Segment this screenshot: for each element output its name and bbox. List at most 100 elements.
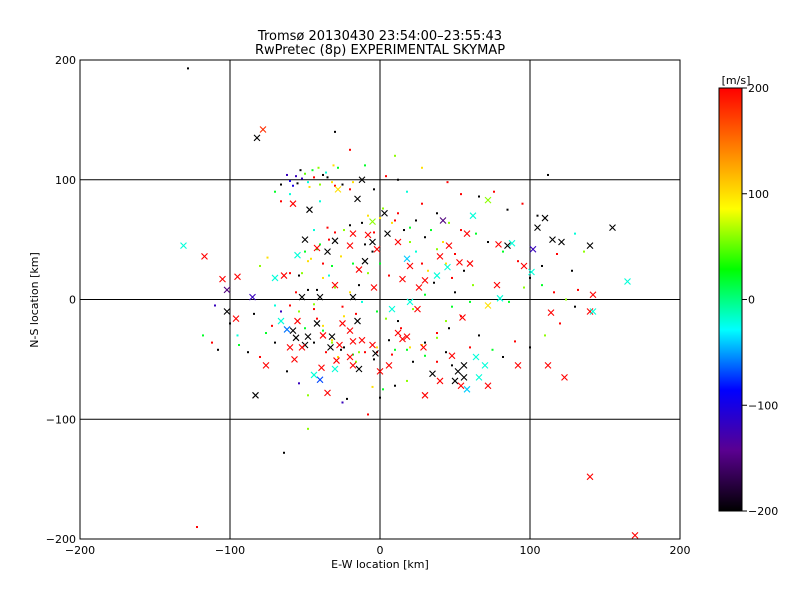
data-point-cross [271,274,279,282]
data-point-dot [421,344,423,347]
data-point-cross [313,244,321,252]
data-point-dot [328,274,330,277]
data-point-dot [541,264,543,267]
data-point-cross [448,352,456,360]
data-point-dot [337,166,339,169]
data-point-cross [547,309,555,317]
y-tick-label: −200 [46,533,76,546]
grid-lines [80,60,680,539]
data-point-dot [460,229,462,232]
data-point-dot [292,184,294,187]
data-point-dot [229,322,231,325]
data-point-dot [394,154,396,157]
data-point-dot [406,348,408,351]
data-point-dot [421,262,423,265]
data-point-cross [454,367,462,375]
data-point-dot [301,272,303,275]
data-point-cross [349,293,357,301]
data-point-cross [294,317,301,325]
data-point-dot [259,264,261,267]
data-point-cross [349,230,357,238]
data-point-cross [549,236,556,244]
data-point-cross [292,334,300,342]
data-point-cross [436,377,444,385]
data-point-dot [355,360,357,363]
data-point-dot [451,276,453,279]
data-point-cross [223,308,231,315]
data-point-cross [298,293,306,301]
data-point-dot [196,526,198,529]
data-point-dot [421,166,423,169]
data-point-dot [298,310,300,313]
data-point-cross [306,206,313,214]
data-point-dot [382,207,384,210]
data-point-dot [385,175,387,178]
data-point-dot [304,172,306,175]
data-point-dot [508,300,510,303]
data-point-dot [394,384,396,387]
data-point-cross [472,353,480,361]
data-point-dot [448,221,450,224]
data-point-dot [376,346,378,349]
data-point-cross [324,248,331,255]
data-point-dot [382,388,384,391]
data-point-dot [424,293,426,296]
data-point-cross [433,272,441,279]
data-point-dot [307,427,309,430]
data-point-dot [406,190,408,193]
data-point-cross [495,241,502,248]
data-point-dot [364,243,366,246]
data-point-dot [529,346,531,349]
data-point-cross [394,329,402,337]
data-point-cross [313,320,321,327]
data-point-cross [586,308,594,315]
data-point-cross [354,317,361,325]
data-point-dot [341,305,344,308]
data-point-dot [436,332,438,335]
data-point-cross [318,364,325,372]
data-point-dot [364,351,366,354]
data-point-cross [385,361,393,369]
data-point-dot [424,341,426,344]
data-point-dot [352,181,354,184]
data-point-cross [316,293,324,301]
data-point-cross [439,217,447,224]
data-point-dot [361,300,363,303]
data-point-cross [469,212,477,220]
data-point-dot [367,272,369,275]
data-point-dot [280,310,282,313]
data-point-dot [265,332,267,335]
data-point-dot [313,308,315,311]
data-point-dot [332,164,335,167]
data-point-cross [369,238,376,246]
data-point-cross [475,373,483,381]
data-point-cross [334,185,342,193]
data-point-dot [433,281,435,284]
data-point-dot [412,360,414,363]
data-point-dot [308,185,311,188]
data-point-cross [283,326,291,333]
data-point-cross [358,336,366,344]
data-point-dot [403,229,405,232]
data-point-cross [445,242,453,250]
data-point-dot [334,130,336,133]
data-point-dot [326,226,329,229]
data-point-cross [504,242,511,250]
data-point-dot [446,181,449,184]
data-point-dot [574,232,576,235]
data-point-dot [283,451,285,454]
data-point-dot [367,413,369,416]
data-point-dot [436,248,438,251]
data-point-dot [217,348,219,351]
data-point-dot [247,351,249,354]
data-point-cross [249,293,256,301]
data-point-dot [371,385,374,388]
data-point-dot [373,188,375,191]
data-point-cross [384,230,391,238]
data-point-dot [409,226,411,229]
data-point-cross [528,268,535,276]
data-point-dot [346,397,348,400]
data-point-dot [334,184,336,187]
data-point-cross [466,260,474,267]
